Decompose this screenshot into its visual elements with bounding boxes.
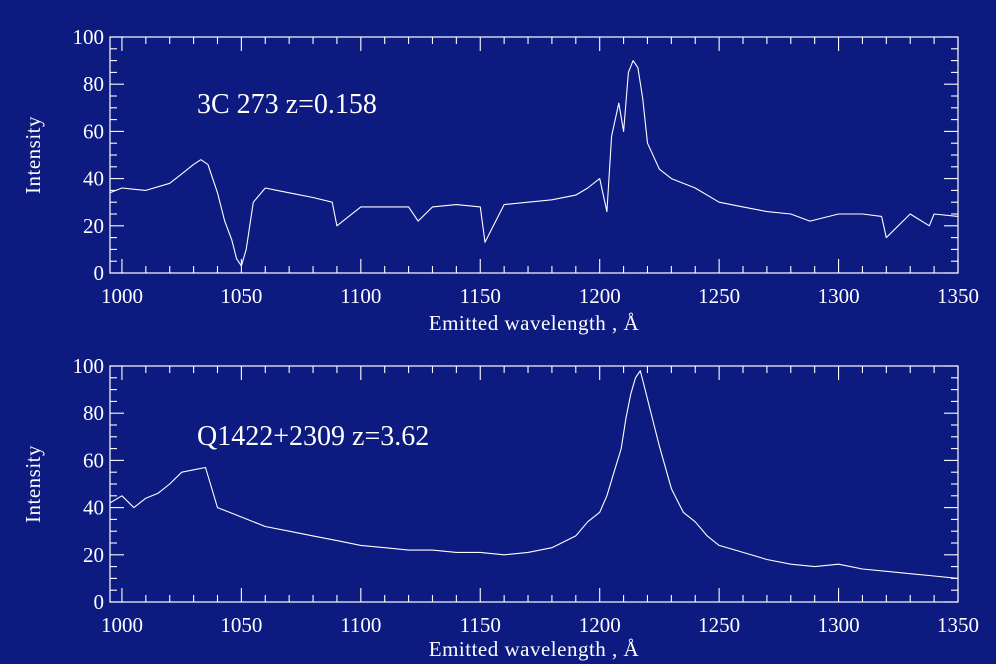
x-tick-label: 1300 [818,613,860,637]
spectrum-line [109,370,959,579]
x-tick-labels: 1000 1050 1100 1150 1200 1250 1300 1350 [101,284,979,308]
x-tick-label: 1250 [698,284,740,308]
y-tick-label: 80 [83,401,104,425]
y-tick-labels: 0 20 40 60 80 100 [73,25,105,285]
x-tick-label: 1350 [937,284,979,308]
x-tick-label: 1150 [460,613,501,637]
x-tick-label: 1000 [101,284,143,308]
x-tick-label: 1000 [101,613,143,637]
panel-3c273: 1000 1050 1100 1150 1200 1250 1300 1350 0 20 40 60… [21,25,979,335]
y-tick-label: 60 [83,448,104,472]
object-annotation: Q1422+2309 z=3.62 [197,421,429,452]
spectrum-line [109,60,959,267]
x-tick-label: 1300 [818,284,860,308]
y-tick-label: 40 [83,167,104,191]
y-tick-label: 20 [83,543,104,567]
y-axis-title: Intensity [21,116,45,194]
x-tick-label: 1150 [460,284,501,308]
tick-marks [110,365,959,603]
x-axis-title: Emitted wavelength , Å [429,637,640,661]
y-tick-label: 100 [73,354,105,378]
object-annotation: 3C 273 z=0.158 [197,89,377,120]
x-tick-label: 1100 [340,613,381,637]
panel-q1422: 1000 1050 1100 1150 1200 1250 1300 1350 0 20 40 60… [21,354,979,661]
x-tick-label: 1100 [340,284,381,308]
y-tick-label: 20 [83,214,104,238]
y-tick-label: 60 [83,119,104,143]
x-tick-label: 1350 [937,613,979,637]
y-tick-label: 100 [73,25,105,49]
y-tick-label: 40 [83,496,104,520]
y-tick-label: 0 [94,590,105,614]
y-tick-labels: 0 20 40 60 80 100 [73,354,105,614]
x-tick-label: 1200 [579,284,621,308]
tick-marks [110,36,959,274]
x-tick-labels: 1000 1050 1100 1150 1200 1250 1300 1350 [101,613,979,637]
x-tick-label: 1200 [579,613,621,637]
y-axis-title: Intensity [21,445,45,523]
x-tick-label: 1050 [220,613,262,637]
x-axis-title: Emitted wavelength , Å [429,311,640,335]
x-tick-label: 1250 [698,613,740,637]
y-tick-label: 80 [83,72,104,96]
x-tick-label: 1050 [220,284,262,308]
y-tick-label: 0 [94,261,105,285]
